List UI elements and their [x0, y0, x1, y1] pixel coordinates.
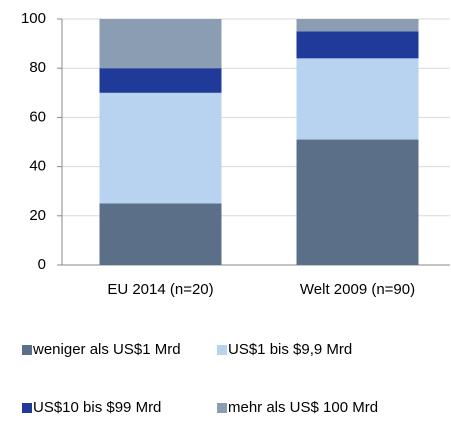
legend-swatch: [22, 345, 32, 355]
legend-swatch: [217, 403, 227, 413]
legend-label: weniger als US$1 Mrd: [32, 341, 181, 358]
bar-segment: [99, 19, 222, 69]
legend-label: US$10 bis $99 Mrd: [33, 399, 161, 416]
y-tick-label: 0: [38, 256, 46, 273]
x-tick-label: Welt 2009 (n=90): [300, 281, 415, 298]
legend-swatch: [217, 345, 227, 355]
bar-segment: [296, 58, 419, 140]
legend-label: US$1 bis $9,9 Mrd: [228, 341, 352, 358]
bar-segment: [99, 203, 222, 265]
y-tick-label: 40: [29, 158, 46, 175]
legend-swatch: [22, 403, 32, 413]
y-tick-label: 80: [29, 59, 46, 76]
y-tick-label: 60: [29, 108, 46, 125]
bar-segment: [99, 68, 222, 93]
y-tick-label: 20: [29, 207, 46, 224]
x-tick-label: EU 2014 (n=20): [107, 281, 213, 298]
y-tick-label: 100: [21, 10, 46, 27]
bar-segment: [296, 19, 419, 32]
bar-segment: [99, 92, 222, 204]
legend-label: mehr als US$ 100 Mrd: [228, 399, 378, 416]
bar-segment: [296, 31, 419, 59]
bar-segment: [296, 139, 419, 265]
